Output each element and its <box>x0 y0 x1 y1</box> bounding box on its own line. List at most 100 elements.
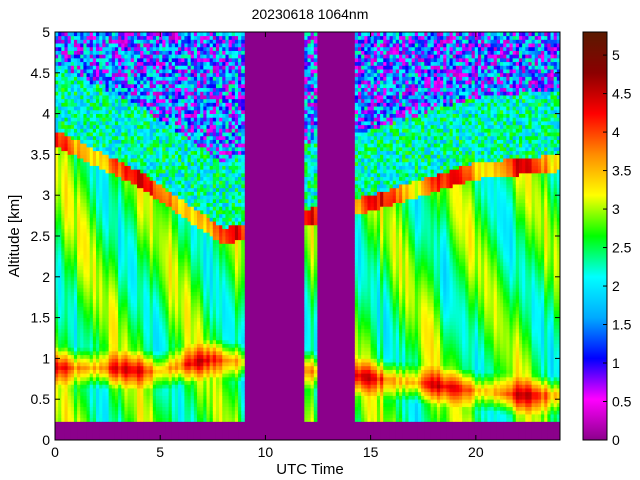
heatmap-cell <box>96 280 100 285</box>
heatmap-cell <box>73 65 78 70</box>
heatmap-cell <box>187 325 192 330</box>
heatmap-cell <box>197 362 201 367</box>
heatmap-cell <box>64 421 69 426</box>
heatmap-cell <box>92 210 97 215</box>
heatmap-cell <box>99 299 103 304</box>
heatmap-cell <box>190 258 195 263</box>
heatmap-cell <box>77 106 81 111</box>
heatmap-cell <box>156 284 160 289</box>
heatmap-cell <box>89 191 94 196</box>
heatmap-cell <box>96 332 100 337</box>
heatmap-cell <box>73 161 78 166</box>
heatmap-cell <box>193 421 198 426</box>
heatmap-cell <box>96 339 100 344</box>
heatmap-cell <box>89 117 94 122</box>
heatmap-cell <box>61 365 65 370</box>
heatmap-cell <box>187 202 192 207</box>
heatmap-cell <box>92 432 97 437</box>
heatmap-cell <box>58 35 62 40</box>
heatmap-cell <box>140 195 144 200</box>
heatmap-cell <box>77 291 81 296</box>
heatmap-cell <box>156 57 160 63</box>
heatmap-cell <box>184 302 188 307</box>
heatmap-cell <box>171 54 176 59</box>
heatmap-cell <box>181 80 185 85</box>
heatmap-cell <box>127 302 132 307</box>
heatmap-cell <box>73 261 78 267</box>
heatmap-cell <box>96 113 100 118</box>
heatmap-cell <box>102 69 106 74</box>
heatmap-cell <box>174 343 179 348</box>
heatmap-cell <box>61 395 65 400</box>
heatmap-cell <box>89 332 94 337</box>
heatmap-cell <box>92 32 97 37</box>
heatmap-cell <box>105 213 110 218</box>
heatmap-cell <box>118 302 122 307</box>
heatmap-cell <box>130 128 135 133</box>
heatmap-cell <box>149 265 154 270</box>
heatmap-cell <box>133 72 138 77</box>
heatmap-cell <box>73 247 78 252</box>
heatmap-cell <box>190 146 195 152</box>
heatmap-cell <box>130 80 135 85</box>
heatmap-cell <box>184 50 188 55</box>
heatmap-cell <box>124 432 128 437</box>
heatmap-cell <box>86 169 91 174</box>
heatmap-cell <box>133 217 138 222</box>
heatmap-cell <box>159 373 163 378</box>
heatmap-cell <box>149 172 154 178</box>
heatmap-cell <box>168 121 173 126</box>
heatmap-cell <box>143 61 147 66</box>
heatmap-cell <box>159 98 163 103</box>
heatmap-cell <box>127 206 132 211</box>
heatmap-cell <box>156 80 160 85</box>
heatmap-cell <box>156 91 160 96</box>
heatmap-cell <box>124 117 128 122</box>
heatmap-cell <box>111 406 116 411</box>
heatmap-cell <box>193 313 198 318</box>
heatmap-cell <box>102 57 106 63</box>
heatmap-cell <box>58 109 62 114</box>
heatmap-cell <box>92 425 97 430</box>
heatmap-cell <box>92 57 97 63</box>
heatmap-cell <box>165 373 170 378</box>
heatmap-cell <box>105 261 110 267</box>
heatmap-cell <box>187 436 192 440</box>
heatmap-cell <box>133 43 138 48</box>
heatmap-cell <box>190 354 195 359</box>
heatmap-cell <box>83 280 87 285</box>
heatmap-cell <box>96 391 100 396</box>
heatmap-cell <box>55 273 59 278</box>
heatmap-cell <box>178 384 182 389</box>
heatmap-cell <box>187 354 192 359</box>
heatmap-cell <box>174 132 179 137</box>
heatmap-cell <box>70 154 75 159</box>
heatmap-cell <box>190 291 195 296</box>
heatmap-cell <box>159 176 163 181</box>
heatmap-cell <box>130 261 135 267</box>
heatmap-cell <box>114 169 119 174</box>
heatmap-cell <box>118 54 122 59</box>
heatmap-cell <box>162 39 166 44</box>
heatmap-cell <box>108 217 113 222</box>
heatmap-cell <box>165 350 170 356</box>
heatmap-cell <box>114 54 119 59</box>
heatmap-cell <box>102 399 106 404</box>
heatmap-cell <box>86 421 91 426</box>
heatmap-cell <box>80 213 84 218</box>
heatmap-cell <box>55 417 59 422</box>
heatmap-cell <box>149 365 154 370</box>
heatmap-cell <box>193 284 198 289</box>
heatmap-cell <box>146 250 151 255</box>
heatmap-cell <box>187 336 192 341</box>
heatmap-cell <box>168 325 173 330</box>
heatmap-cell <box>171 325 176 330</box>
heatmap-cell <box>58 354 62 359</box>
heatmap-cell <box>108 258 113 263</box>
heatmap-cell <box>77 276 81 281</box>
heatmap-cell <box>140 172 144 178</box>
heatmap-cell <box>162 154 166 159</box>
heatmap-cell <box>73 406 78 411</box>
heatmap-cell <box>137 102 141 107</box>
heatmap-cell <box>181 250 185 255</box>
